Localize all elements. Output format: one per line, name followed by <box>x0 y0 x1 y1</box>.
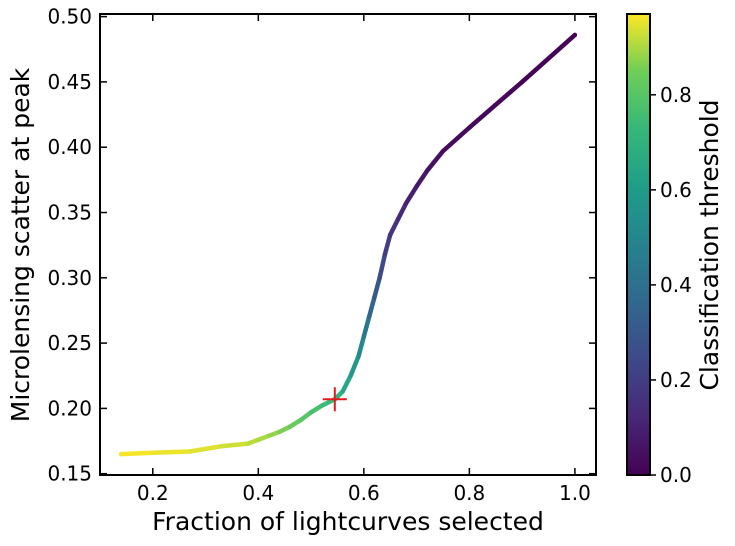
series-segment-0-13 <box>340 373 353 394</box>
series-segment-0-2 <box>187 444 224 454</box>
x-tick-label: 0.6 <box>348 481 380 505</box>
series-segment-0-21 <box>387 216 401 237</box>
series-segment-0-27 <box>467 79 525 130</box>
series-segment-0-15 <box>356 334 367 359</box>
series-segment-0-16 <box>361 314 372 339</box>
series-segment-0-20 <box>382 232 393 257</box>
series-segment-0-0 <box>118 450 156 457</box>
y-tick-label: 0.20 <box>47 396 92 420</box>
series-segment-0-24 <box>414 168 430 189</box>
series-segment-0-11 <box>319 397 338 409</box>
y-tick-label: 0.15 <box>47 462 92 486</box>
colorbar-tick-label: 0.8 <box>660 83 692 107</box>
series-segment-0-25 <box>424 148 446 173</box>
series-segment-0-1 <box>150 449 192 456</box>
colorbar-label: Classification threshold <box>695 99 724 390</box>
series-segment-0-26 <box>440 125 472 154</box>
x-axis-label: Fraction of lightcurves selected <box>152 507 544 536</box>
series-segment-0-18 <box>372 275 382 300</box>
colorbar-tick-label: 0.2 <box>660 368 692 392</box>
series-segment-0-3 <box>219 441 250 449</box>
series-segment-0-14 <box>348 353 361 378</box>
series-segment-0-23 <box>403 184 419 206</box>
x-tick-label: 1.0 <box>559 481 591 505</box>
x-tick-label: 0.4 <box>242 481 274 505</box>
series-segment-0-19 <box>377 252 388 281</box>
y-tick-label: 0.25 <box>47 331 92 355</box>
series-layer <box>118 32 578 457</box>
y-tick-label: 0.30 <box>47 266 92 290</box>
x-tick-label: 0.2 <box>137 481 169 505</box>
colorbar-tick-label: 0.0 <box>660 463 692 487</box>
marker-layer <box>322 387 347 412</box>
y-ticks: 0.15 0.20 0.25 0.30 0.35 0.40 0.45 0.50 <box>47 5 596 486</box>
y-axis-label: Microlensing scatter at peak <box>6 67 35 422</box>
y-tick-label: 0.50 <box>47 5 92 29</box>
x-ticks: 0.2 0.4 0.6 0.8 1.0 <box>137 14 591 505</box>
plot-frame <box>99 13 597 476</box>
x-tick-label: 0.8 <box>453 481 485 505</box>
series-segment-0-17 <box>366 295 377 320</box>
series-segment-0-28 <box>519 32 578 85</box>
selected-point-marker <box>322 387 347 412</box>
y-tick-label: 0.45 <box>47 70 92 94</box>
colorbar <box>626 13 651 476</box>
y-tick-label: 0.40 <box>47 135 92 159</box>
series-segment-0-22 <box>395 201 409 222</box>
colorbar-tick-label: 0.4 <box>660 273 692 297</box>
colorbar-ticks: 0.0 0.2 0.4 0.6 0.8 <box>650 83 692 487</box>
colorbar-tick-label: 0.6 <box>660 178 692 202</box>
y-tick-label: 0.35 <box>47 201 92 225</box>
